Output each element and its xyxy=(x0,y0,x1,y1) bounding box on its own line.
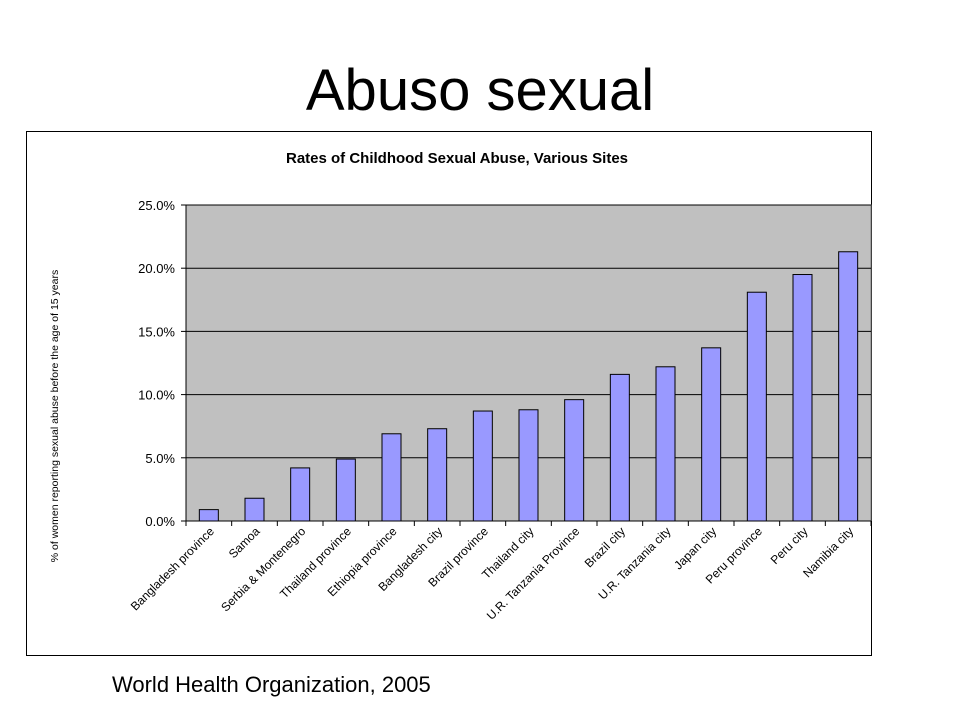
y-tick-label: 15.0% xyxy=(138,324,175,339)
y-tick-label: 20.0% xyxy=(138,261,175,276)
y-axis-label: % of women reporting sexual abuse before… xyxy=(49,270,61,562)
bar xyxy=(838,251,859,522)
x-tick-label: Serbia & Montenegro xyxy=(218,524,308,614)
y-tick-label: 5.0% xyxy=(145,451,175,466)
bar xyxy=(244,497,265,522)
x-tick-label: Peru city xyxy=(768,524,811,567)
y-axis-tick-labels: 0.0% 5.0% 10.0% 15.0% 20.0% 25.0% xyxy=(138,198,186,529)
y-tick-label: 25.0% xyxy=(138,198,175,213)
y-tick-label: 0.0% xyxy=(145,514,175,529)
x-tick-label: U.R. Tanzania Province xyxy=(484,524,583,623)
bar xyxy=(746,291,767,522)
source-citation: World Health Organization, 2005 xyxy=(112,672,431,697)
chart-frame: Rates of Childhood Sexual Abuse, Various… xyxy=(26,131,872,656)
bar xyxy=(381,433,402,522)
bar xyxy=(198,509,219,522)
x-tick-label: Bangladesh province xyxy=(128,524,217,613)
bar xyxy=(701,347,722,522)
y-tick-label: 10.0% xyxy=(138,388,175,403)
bar xyxy=(472,410,493,522)
bar xyxy=(290,467,311,522)
bar-chart: Rates of Childhood Sexual Abuse, Various… xyxy=(49,150,872,623)
bar xyxy=(609,373,630,522)
x-tick-label: Samoa xyxy=(226,524,263,561)
bar xyxy=(518,409,539,522)
slide-title: Abuso sexual xyxy=(305,58,655,123)
bar xyxy=(427,428,448,522)
chart-title: Rates of Childhood Sexual Abuse, Various… xyxy=(286,150,628,167)
x-tick-label: Brazil city xyxy=(582,524,628,570)
x-tick-label: Japan city xyxy=(671,524,719,572)
bar xyxy=(655,366,676,522)
bar xyxy=(564,399,585,522)
bar xyxy=(335,458,356,522)
bar xyxy=(792,274,813,522)
